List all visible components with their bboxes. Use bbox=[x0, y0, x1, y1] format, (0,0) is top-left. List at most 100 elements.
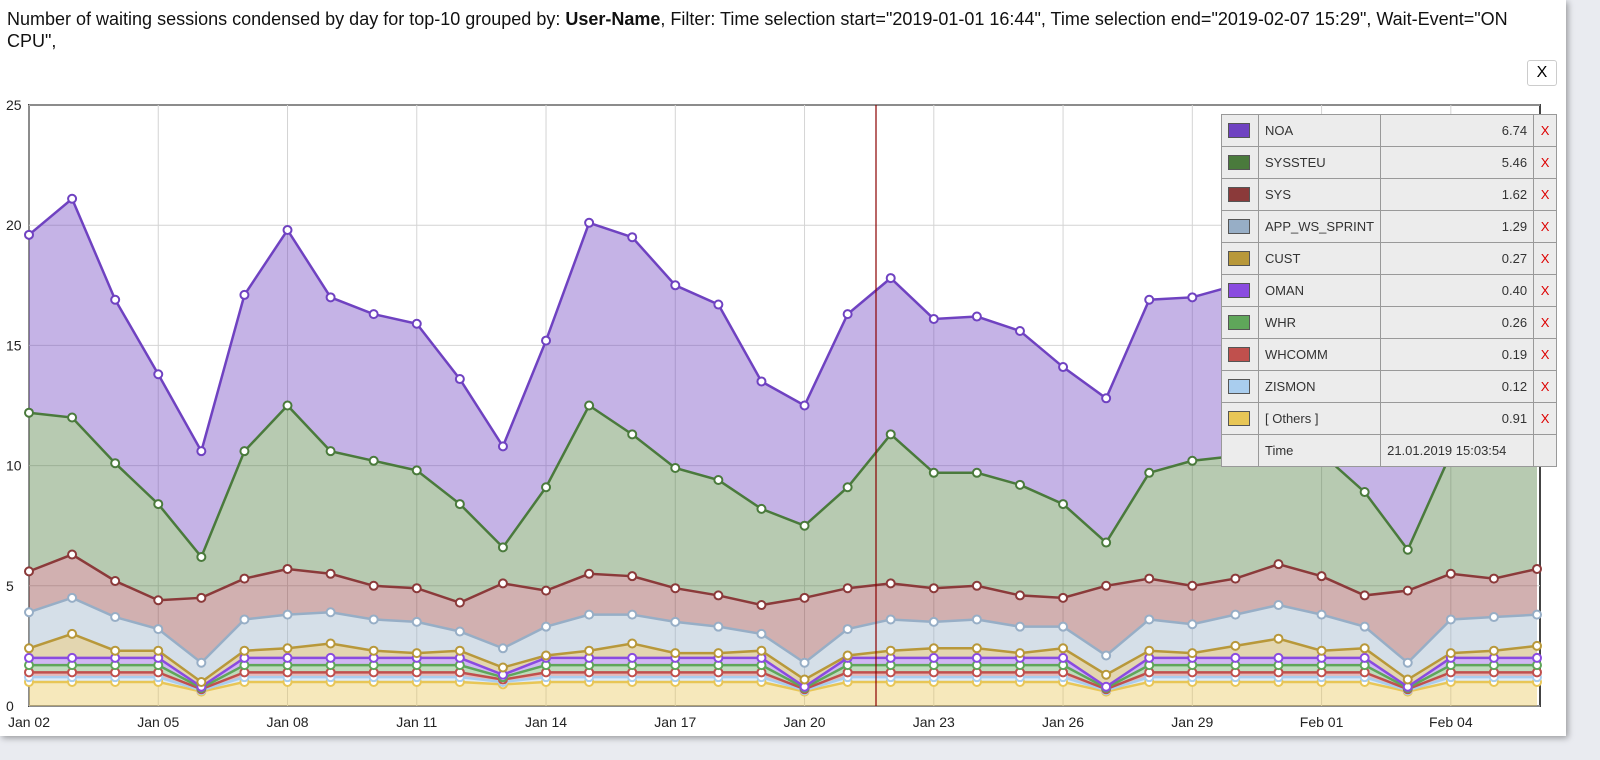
legend-name: SYSSTEU bbox=[1257, 146, 1382, 179]
remove-series[interactable]: X bbox=[1533, 242, 1558, 275]
legend-swatch bbox=[1228, 187, 1250, 202]
data-point bbox=[110, 612, 121, 623]
data-point bbox=[1488, 573, 1499, 584]
data-point bbox=[627, 429, 638, 440]
x-tick-label: Jan 02 bbox=[8, 714, 50, 730]
remove-series[interactable]: X bbox=[1533, 178, 1558, 211]
data-point bbox=[584, 400, 595, 411]
remove-series[interactable]: X bbox=[1533, 370, 1558, 403]
data-point bbox=[325, 638, 336, 649]
data-point bbox=[799, 592, 810, 603]
data-point bbox=[1187, 580, 1198, 591]
data-point bbox=[541, 335, 552, 346]
legend-swatch bbox=[1228, 315, 1250, 330]
close-button[interactable]: X bbox=[1527, 60, 1557, 86]
data-point bbox=[541, 650, 552, 661]
legend-swatch bbox=[1228, 347, 1250, 362]
data-point bbox=[24, 566, 34, 577]
y-tick-label: 15 bbox=[6, 337, 22, 353]
data-point bbox=[153, 499, 164, 510]
y-tick-label: 20 bbox=[6, 217, 22, 233]
legend-row: [ Others ] 0.91 X bbox=[1221, 402, 1558, 435]
data-point bbox=[282, 225, 293, 236]
data-point bbox=[1230, 573, 1241, 584]
data-point bbox=[368, 580, 379, 591]
data-point bbox=[24, 407, 34, 418]
data-point bbox=[1014, 648, 1025, 659]
data-point bbox=[756, 376, 767, 387]
remove-series[interactable]: X bbox=[1533, 114, 1558, 147]
y-tick-label: 5 bbox=[6, 578, 14, 594]
area-fill bbox=[29, 405, 1537, 606]
data-point bbox=[411, 465, 422, 476]
data-point bbox=[325, 652, 336, 663]
legend-swatch-cell bbox=[1221, 114, 1259, 147]
data-point bbox=[842, 583, 853, 594]
data-point bbox=[756, 600, 767, 611]
data-point bbox=[67, 628, 78, 639]
data-point bbox=[497, 578, 508, 589]
data-point bbox=[67, 652, 78, 663]
data-point bbox=[627, 609, 638, 620]
data-point bbox=[1014, 325, 1025, 336]
data-point bbox=[799, 674, 810, 685]
remove-series[interactable]: X bbox=[1533, 146, 1558, 179]
legend-value: 0.12 bbox=[1380, 370, 1535, 403]
data-point bbox=[670, 583, 681, 594]
data-point bbox=[1101, 681, 1112, 692]
data-point bbox=[885, 273, 896, 284]
remove-series[interactable]: X bbox=[1533, 274, 1558, 307]
data-point bbox=[1532, 652, 1542, 663]
data-point bbox=[1273, 559, 1284, 570]
data-point bbox=[756, 645, 767, 656]
legend-row: WHCOMM 0.19 X bbox=[1221, 338, 1558, 371]
data-point bbox=[454, 374, 465, 385]
data-point bbox=[411, 648, 422, 659]
data-point bbox=[67, 193, 78, 204]
data-point bbox=[541, 621, 552, 632]
remove-series[interactable]: X bbox=[1533, 338, 1558, 371]
legend-row: ZISMON 0.12 X bbox=[1221, 370, 1558, 403]
remove-series[interactable]: X bbox=[1533, 402, 1558, 435]
legend-name: CUST bbox=[1257, 242, 1382, 275]
data-point bbox=[110, 458, 121, 469]
data-point bbox=[1187, 619, 1198, 630]
y-tick-label: 0 bbox=[6, 698, 14, 714]
title-text: Number of waiting sessions condensed by … bbox=[7, 9, 566, 29]
data-point bbox=[153, 369, 164, 380]
legend-swatch bbox=[1228, 123, 1250, 138]
legend-swatch-cell bbox=[1221, 242, 1259, 275]
data-point bbox=[627, 638, 638, 649]
data-point bbox=[799, 657, 810, 668]
x-tick-label: Jan 14 bbox=[525, 714, 567, 730]
data-point bbox=[670, 463, 681, 474]
data-point bbox=[842, 309, 853, 320]
data-point bbox=[1445, 648, 1456, 659]
legend-swatch bbox=[1228, 411, 1250, 426]
data-point bbox=[325, 568, 336, 579]
data-point bbox=[282, 643, 293, 654]
remove-series[interactable]: X bbox=[1533, 306, 1558, 339]
data-point bbox=[928, 616, 939, 627]
data-point bbox=[799, 400, 810, 411]
data-point bbox=[454, 645, 465, 656]
data-point bbox=[1058, 652, 1069, 663]
series-line bbox=[28, 596, 1538, 665]
data-point bbox=[454, 597, 465, 608]
series-line bbox=[28, 632, 1538, 684]
data-point bbox=[713, 621, 724, 632]
chart-title: Number of waiting sessions condensed by … bbox=[7, 8, 1557, 52]
legend-name: APP_WS_SPRINT bbox=[1257, 210, 1382, 243]
data-point bbox=[627, 232, 638, 243]
data-point bbox=[1402, 657, 1413, 668]
data-point bbox=[1014, 621, 1025, 632]
data-point bbox=[885, 429, 896, 440]
legend-value: 1.62 bbox=[1380, 178, 1535, 211]
data-point bbox=[713, 590, 724, 601]
data-point bbox=[1101, 669, 1112, 680]
legend-name: NOA bbox=[1257, 114, 1382, 147]
legend-value: 0.27 bbox=[1380, 242, 1535, 275]
remove-series[interactable]: X bbox=[1533, 210, 1558, 243]
data-point bbox=[541, 585, 552, 596]
data-point bbox=[239, 645, 250, 656]
